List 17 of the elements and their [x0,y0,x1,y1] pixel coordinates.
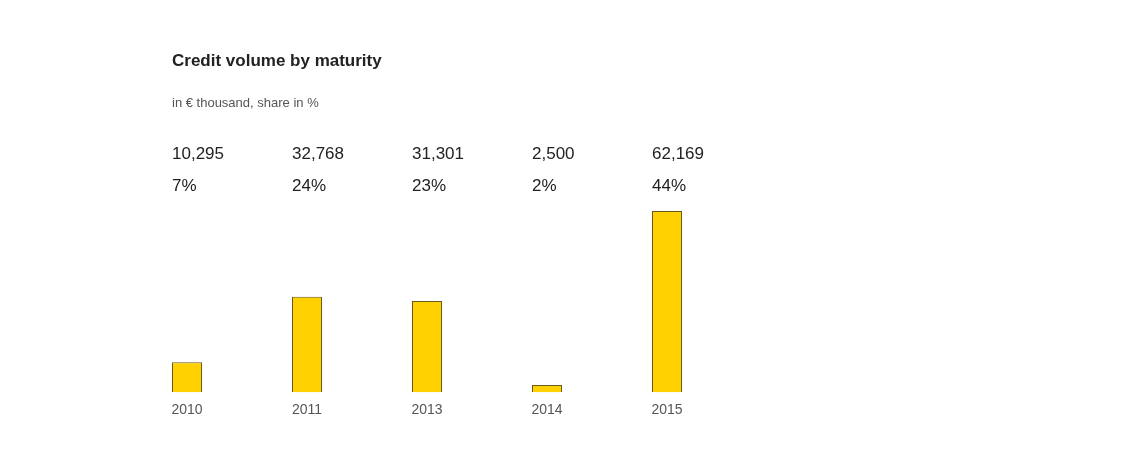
text: 23% [412,175,447,195]
x-tick-label: 2013 [411,401,443,418]
data-label: 10,295 [172,143,224,163]
data-label: 2,500 [532,143,575,163]
data-label: 31,301 [412,143,464,163]
text: 7% [172,175,197,195]
chart-title: Credit volume by maturity [172,51,382,71]
x-tick-label: 2010 [171,401,203,418]
text: 44% [652,175,687,195]
x-tick-label: 2014 [531,401,563,418]
data-label: 32,768 [292,143,344,163]
data-label: 62,169 [652,143,704,163]
text: 24% [292,175,327,195]
chart-subtitle: in € thousand, share in % [172,95,319,110]
x-tick-label: 2011 [291,401,323,418]
text: 2% [532,175,557,195]
x-tick-label: 2015 [651,401,683,418]
